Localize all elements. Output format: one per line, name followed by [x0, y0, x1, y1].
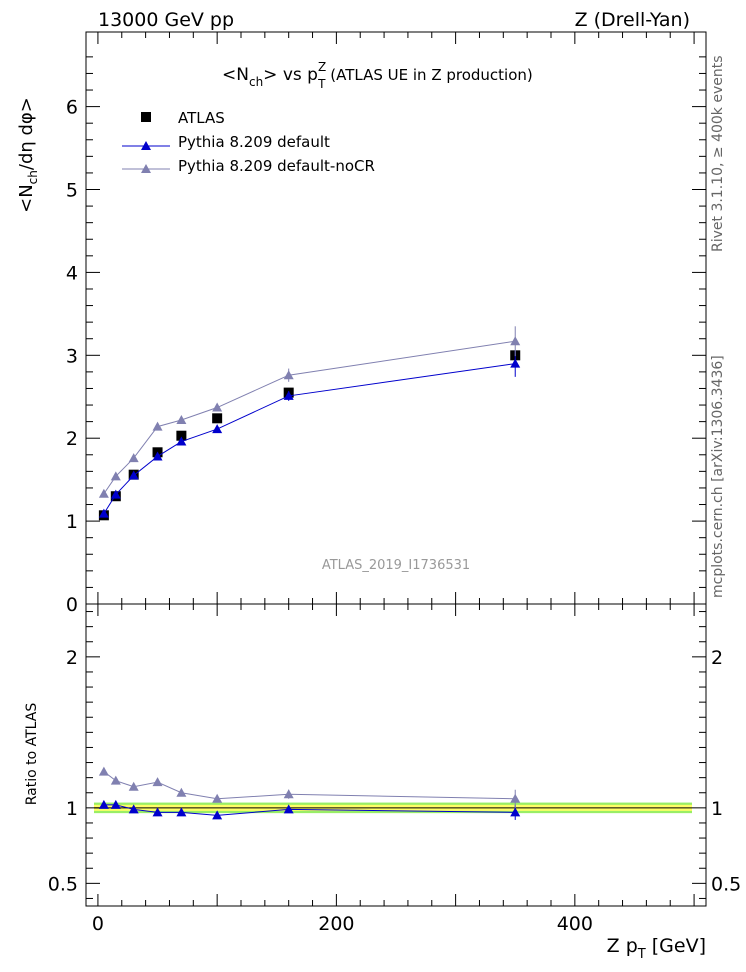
main-series [98, 326, 521, 521]
point-pythia-8-209-default [98, 508, 109, 518]
y-tick-label-ratio: 2 [66, 647, 78, 669]
legend-marker-atlas [141, 112, 151, 122]
legend-label-atlas: ATLAS [178, 109, 225, 127]
ratio-line-pythia-8-209-default-nocr [103, 771, 516, 800]
ratio-point-pythia-8-209-default-nocr [152, 777, 163, 787]
x-axis-label: Z pT [GeV] [607, 935, 706, 962]
point-atlas [212, 413, 223, 424]
ratio-point-pythia-8-209-default-nocr [176, 787, 187, 797]
ratio-point-pythia-8-209-default-nocr [212, 793, 223, 803]
ratio-point-pythia-8-209-default [152, 807, 163, 817]
y-tick-label-main: 1 [66, 511, 78, 533]
x-tick-label: 400 [557, 913, 593, 935]
ratio-point-pythia-8-209-default-nocr [98, 766, 109, 776]
point-pythia-8-209-default [176, 436, 187, 446]
y-tick-label-main: 5 [66, 180, 78, 202]
x-axis-label-main: Z p [607, 935, 638, 957]
y-tick-label-ratio: 1 [66, 798, 78, 820]
point-pythia-8-209-default-nocr [98, 488, 109, 498]
title-lhs: <N [222, 65, 249, 85]
legend: ATLAS Pythia 8.209 default Pythia 8.209 … [122, 109, 375, 175]
legend-marker-default [141, 141, 151, 150]
title-p-sup: Z [318, 60, 326, 74]
point-pythia-8-209-default-nocr [110, 471, 121, 481]
y-tick-label-main: 4 [66, 262, 78, 284]
ratio-point-pythia-8-209-default-nocr [128, 781, 139, 791]
ratio-point-pythia-8-209-default-nocr [510, 793, 521, 803]
title-lhs-sub: ch [249, 75, 263, 89]
y-tick-label-ratio-right: 0.5 [711, 873, 741, 895]
mcplots-label: mcplots.cern.ch [arXiv:1306.3436] [710, 355, 726, 598]
main-ticks: 0 1 2 3 4 5 6 [66, 32, 706, 616]
y-axis-label-main: <Nch/dη dφ> [16, 97, 40, 213]
ratio-band [94, 802, 692, 814]
y-axis-label-ratio: Ratio to ATLAS [24, 703, 40, 806]
point-pythia-8-209-default-nocr [212, 402, 223, 412]
y-tick-label-main: 6 [66, 97, 78, 119]
chart-title: <Nch> vs pZ T (ATLAS UE in Z production) [222, 60, 533, 91]
x-axis-label-unit: [GeV] [646, 935, 706, 957]
ratio-point-pythia-8-209-default [110, 799, 121, 809]
point-pythia-8-209-default [510, 358, 521, 368]
y-tick-label-main: 2 [66, 428, 78, 450]
y-axis-label-main-b: /dη dφ> [16, 97, 37, 170]
x-tick-labels: 0 200 400 [92, 913, 593, 935]
title-rest: (ATLAS UE in Z production) [326, 66, 533, 84]
legend-label-default: Pythia 8.209 default [178, 133, 330, 151]
point-pythia-8-209-default-nocr [176, 414, 187, 424]
ratio-panel: 0.5 0.5 1 1 2 2 [48, 603, 741, 907]
legend-marker-nocr [141, 164, 151, 173]
process-label: Z (Drell-Yan) [575, 9, 690, 31]
series-line-pythia-8-209-default [103, 363, 516, 514]
analysis-id-label: ATLAS_2019_I1736531 [322, 558, 470, 573]
ratio-ticks: 0.5 0.5 1 1 2 2 [48, 604, 741, 906]
point-pythia-8-209-default-nocr [283, 370, 294, 380]
point-pythia-8-209-default-nocr [128, 453, 139, 463]
x-tick-label: 200 [318, 913, 354, 935]
y-tick-label-main: 0 [66, 594, 78, 616]
x-axis-label-sub: T [637, 947, 646, 962]
point-pythia-8-209-default [283, 390, 294, 400]
ratio-point-pythia-8-209-default [510, 807, 521, 817]
point-pythia-8-209-default [128, 470, 139, 480]
energy-label: 13000 GeV pp [98, 9, 234, 31]
rivet-label: Rivet 3.1.10, ≥ 400k events [710, 55, 726, 252]
ratio-point-pythia-8-209-default [98, 799, 109, 809]
point-atlas [176, 430, 187, 441]
y-tick-label-ratio: 0.5 [48, 873, 78, 895]
point-pythia-8-209-default [110, 489, 121, 499]
point-pythia-8-209-default-nocr [152, 421, 163, 431]
ratio-frame [85, 603, 707, 907]
series-line-pythia-8-209-default-nocr [103, 340, 516, 495]
point-pythia-8-209-default-nocr [510, 336, 521, 346]
x-tick-label: 0 [92, 913, 104, 935]
ratio-point-pythia-8-209-default [212, 810, 223, 820]
ratio-point-pythia-8-209-default-nocr [283, 789, 294, 799]
title-mid: > vs p [263, 65, 318, 85]
legend-label-nocr: Pythia 8.209 default-noCR [178, 157, 375, 175]
point-pythia-8-209-default [212, 424, 223, 434]
ratio-point-pythia-8-209-default [283, 804, 294, 814]
point-pythia-8-209-default [152, 451, 163, 461]
y-tick-label-ratio-right: 1 [711, 798, 723, 820]
ratio-series [98, 766, 521, 820]
ratio-point-pythia-8-209-default-nocr [110, 775, 121, 785]
y-axis-label-main-a: <N [16, 184, 37, 213]
ratio-point-pythia-8-209-default [176, 807, 187, 817]
y-tick-label-ratio-right: 2 [711, 647, 723, 669]
ratio-point-pythia-8-209-default [128, 804, 139, 814]
title-p-sub: T [317, 77, 326, 91]
y-tick-label-main: 3 [66, 345, 78, 367]
y-axis-label-main-sub: ch [26, 170, 40, 184]
main-panel: 0 1 2 3 4 5 6 <Nch> vs pZ T (ATLAS UE in Z prod… [66, 31, 707, 616]
